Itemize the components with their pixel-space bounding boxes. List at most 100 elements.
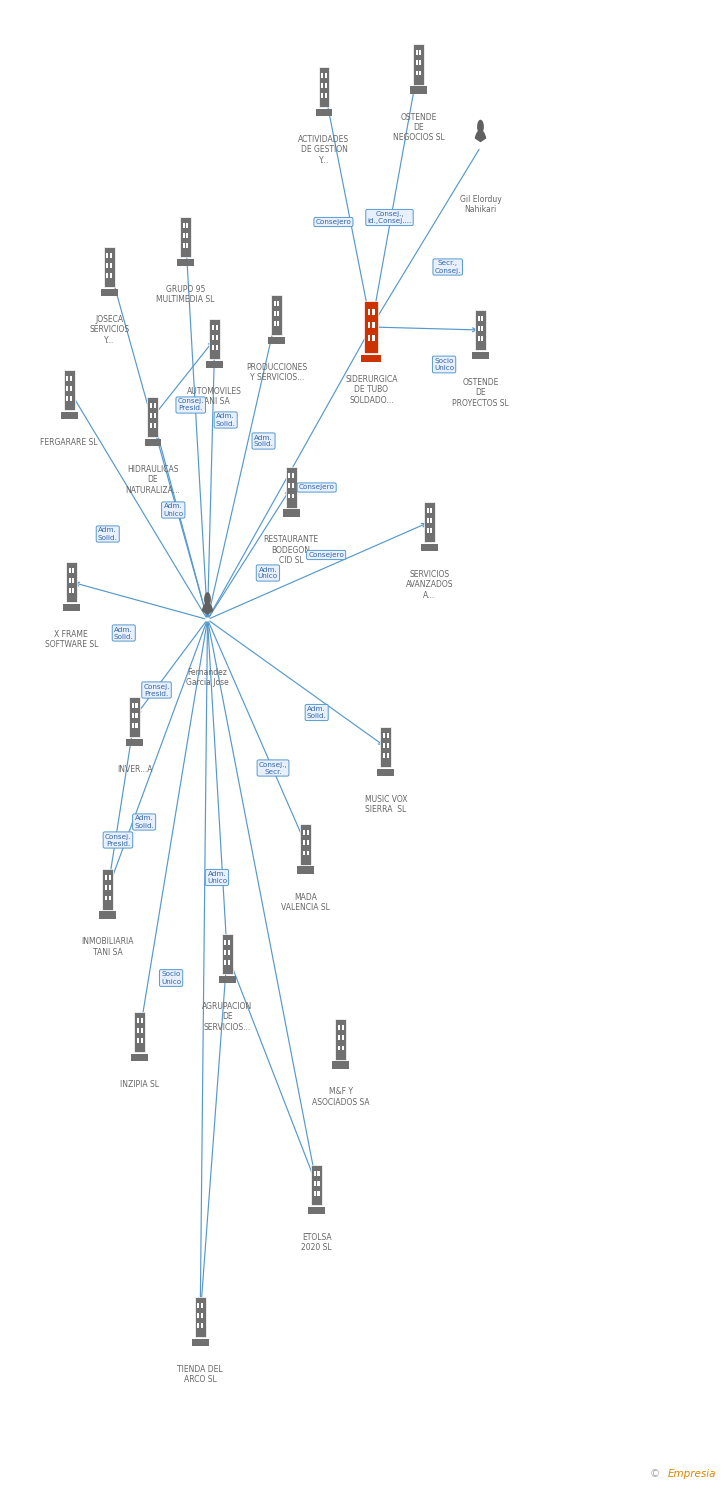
- FancyBboxPatch shape: [414, 44, 424, 84]
- FancyBboxPatch shape: [150, 404, 152, 408]
- FancyBboxPatch shape: [192, 1338, 209, 1347]
- Text: Empresia: Empresia: [668, 1468, 716, 1479]
- FancyBboxPatch shape: [130, 696, 141, 736]
- Text: Adm.
Solid.: Adm. Solid.: [215, 414, 236, 426]
- Text: Adm.
Unico: Adm. Unico: [163, 504, 183, 516]
- FancyBboxPatch shape: [154, 423, 156, 427]
- FancyBboxPatch shape: [321, 82, 323, 88]
- FancyBboxPatch shape: [416, 51, 418, 56]
- FancyBboxPatch shape: [147, 398, 158, 438]
- FancyBboxPatch shape: [472, 352, 489, 360]
- FancyBboxPatch shape: [215, 345, 218, 350]
- FancyBboxPatch shape: [378, 768, 395, 777]
- FancyBboxPatch shape: [297, 867, 314, 873]
- Text: INZIPIA SL: INZIPIA SL: [120, 1080, 159, 1089]
- Text: RESTAURANTE
BODEGON
CID SL: RESTAURANTE BODEGON CID SL: [264, 536, 319, 566]
- Text: Consej.
Presid.: Consej. Presid.: [105, 834, 131, 846]
- FancyBboxPatch shape: [183, 243, 185, 248]
- FancyBboxPatch shape: [422, 543, 438, 550]
- FancyBboxPatch shape: [314, 1180, 316, 1186]
- FancyBboxPatch shape: [178, 258, 194, 267]
- FancyBboxPatch shape: [100, 288, 118, 296]
- FancyBboxPatch shape: [416, 60, 418, 66]
- FancyBboxPatch shape: [277, 302, 280, 306]
- FancyBboxPatch shape: [224, 940, 226, 945]
- FancyBboxPatch shape: [221, 933, 233, 975]
- Text: ©: ©: [650, 1468, 660, 1479]
- Text: INMOBILIARIA
TANI SA: INMOBILIARIA TANI SA: [82, 938, 134, 957]
- FancyBboxPatch shape: [110, 262, 112, 268]
- FancyBboxPatch shape: [277, 321, 280, 326]
- Text: Adm.
Solid.: Adm. Solid.: [306, 706, 327, 718]
- FancyBboxPatch shape: [325, 93, 327, 98]
- FancyBboxPatch shape: [383, 734, 385, 738]
- FancyBboxPatch shape: [63, 603, 80, 612]
- FancyBboxPatch shape: [186, 224, 189, 228]
- Text: Adm.
Unico: Adm. Unico: [258, 567, 278, 579]
- FancyBboxPatch shape: [154, 404, 156, 408]
- Text: JOSECA
SERVICIOS
Y...: JOSECA SERVICIOS Y...: [89, 315, 130, 345]
- Text: PRODUCCIONES
Y SERVICIOS...: PRODUCCIONES Y SERVICIOS...: [246, 363, 307, 382]
- FancyBboxPatch shape: [387, 734, 389, 738]
- FancyBboxPatch shape: [372, 309, 375, 315]
- FancyBboxPatch shape: [338, 1026, 340, 1030]
- FancyBboxPatch shape: [201, 1323, 203, 1328]
- FancyBboxPatch shape: [387, 753, 389, 758]
- FancyBboxPatch shape: [212, 345, 214, 350]
- FancyBboxPatch shape: [108, 896, 111, 900]
- Text: INVER...A: INVER...A: [117, 765, 152, 774]
- FancyBboxPatch shape: [368, 309, 371, 315]
- FancyBboxPatch shape: [228, 950, 230, 956]
- FancyBboxPatch shape: [186, 243, 189, 248]
- FancyBboxPatch shape: [387, 742, 389, 748]
- FancyBboxPatch shape: [127, 738, 143, 746]
- FancyBboxPatch shape: [430, 509, 432, 513]
- FancyBboxPatch shape: [306, 850, 309, 855]
- FancyBboxPatch shape: [292, 483, 294, 489]
- FancyBboxPatch shape: [102, 868, 113, 909]
- FancyBboxPatch shape: [427, 528, 429, 532]
- Circle shape: [477, 120, 484, 134]
- Text: AGRUPACION
DE
SERVICIOS...: AGRUPACION DE SERVICIOS...: [202, 1002, 253, 1032]
- Text: Consej.
Presid.: Consej. Presid.: [143, 684, 170, 696]
- FancyBboxPatch shape: [341, 1046, 344, 1050]
- FancyBboxPatch shape: [197, 1323, 199, 1328]
- FancyBboxPatch shape: [383, 742, 385, 748]
- FancyBboxPatch shape: [106, 273, 108, 278]
- FancyBboxPatch shape: [411, 86, 427, 93]
- FancyBboxPatch shape: [154, 413, 156, 419]
- Text: AUTOMOVILES
TANI SA: AUTOMOVILES TANI SA: [187, 387, 242, 406]
- FancyBboxPatch shape: [317, 1172, 320, 1176]
- Text: Fernandez
Garcia Jose: Fernandez Garcia Jose: [186, 668, 229, 687]
- FancyBboxPatch shape: [338, 1046, 340, 1050]
- FancyBboxPatch shape: [314, 1172, 316, 1176]
- FancyBboxPatch shape: [212, 334, 214, 340]
- FancyBboxPatch shape: [285, 466, 297, 507]
- FancyBboxPatch shape: [481, 326, 483, 332]
- FancyBboxPatch shape: [427, 509, 429, 513]
- FancyBboxPatch shape: [283, 509, 300, 516]
- FancyBboxPatch shape: [66, 376, 68, 381]
- FancyBboxPatch shape: [381, 728, 392, 768]
- FancyBboxPatch shape: [72, 588, 74, 592]
- FancyBboxPatch shape: [383, 753, 385, 758]
- FancyBboxPatch shape: [306, 840, 309, 846]
- FancyBboxPatch shape: [141, 1019, 143, 1023]
- FancyBboxPatch shape: [186, 232, 189, 238]
- FancyBboxPatch shape: [430, 528, 432, 532]
- Text: GRUPO 95
MULTIMEDIA SL: GRUPO 95 MULTIMEDIA SL: [157, 285, 215, 304]
- FancyBboxPatch shape: [137, 1019, 139, 1023]
- FancyBboxPatch shape: [207, 362, 223, 369]
- FancyBboxPatch shape: [135, 704, 138, 708]
- FancyBboxPatch shape: [197, 1304, 199, 1308]
- FancyBboxPatch shape: [72, 568, 74, 573]
- Text: MADA
VALENCIA SL: MADA VALENCIA SL: [281, 892, 331, 912]
- FancyBboxPatch shape: [183, 224, 185, 228]
- FancyBboxPatch shape: [105, 896, 107, 900]
- FancyBboxPatch shape: [325, 74, 327, 78]
- FancyBboxPatch shape: [309, 1206, 325, 1215]
- FancyBboxPatch shape: [416, 70, 418, 75]
- FancyBboxPatch shape: [144, 438, 162, 447]
- FancyBboxPatch shape: [312, 1166, 322, 1206]
- Text: Consej.
Presid.: Consej. Presid.: [178, 399, 204, 411]
